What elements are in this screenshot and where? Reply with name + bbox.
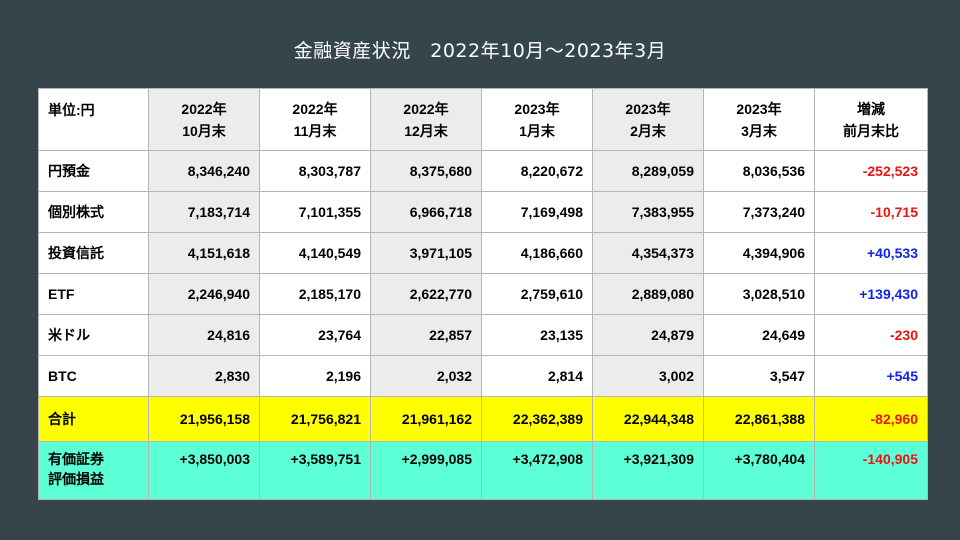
pl-diff-cell: -140,905 — [814, 441, 928, 500]
table-cell: 4,394,906 — [703, 232, 815, 274]
total-label: 合計 — [38, 396, 149, 442]
table-cell: 3,002 — [592, 355, 704, 397]
diff-cell: -252,523 — [814, 150, 928, 192]
table-cell: 7,101,355 — [259, 191, 371, 233]
diff-cell: -230 — [814, 314, 928, 356]
table-cell: 2,032 — [370, 355, 482, 397]
table-cell: 8,220,672 — [481, 150, 593, 192]
column-header: 2023年 1月末 — [481, 88, 593, 151]
diff-cell: +545 — [814, 355, 928, 397]
table-cell: 4,354,373 — [592, 232, 704, 274]
pl-cell: +2,999,085 — [370, 441, 482, 500]
table-cell: 2,889,080 — [592, 273, 704, 315]
table-cell: 3,547 — [703, 355, 815, 397]
column-header: 2022年 10月末 — [148, 88, 260, 151]
pl-cell: +3,850,003 — [148, 441, 260, 500]
table-cell: 8,303,787 — [259, 150, 371, 192]
column-header: 2023年 3月末 — [703, 88, 815, 151]
total-row: 合計 21,956,158 21,756,821 21,961,162 22,3… — [38, 396, 928, 442]
total-cell: 21,756,821 — [259, 396, 371, 442]
header-row: 単位:円 2022年 10月末 2022年 11月末 2022年 12月末 2023年… — [38, 88, 928, 151]
table-cell: 8,036,536 — [703, 150, 815, 192]
total-diff-cell: -82,960 — [814, 396, 928, 442]
table-cell: 2,759,610 — [481, 273, 593, 315]
table-cell: 23,135 — [481, 314, 593, 356]
table-cell: 8,346,240 — [148, 150, 260, 192]
table-row: ETF 2,246,940 2,185,170 2,622,770 2,759,… — [38, 273, 928, 315]
table-cell: 2,830 — [148, 355, 260, 397]
table-cell: 2,185,170 — [259, 273, 371, 315]
total-cell: 21,956,158 — [148, 396, 260, 442]
diff-cell: -10,715 — [814, 191, 928, 233]
table-cell: 6,966,718 — [370, 191, 482, 233]
total-cell: 21,961,162 — [370, 396, 482, 442]
unrealized-pl-row: 有価証券 評価損益 +3,850,003 +3,589,751 +2,999,08… — [38, 441, 928, 500]
pl-cell: +3,472,908 — [481, 441, 593, 500]
pl-cell: +3,921,309 — [592, 441, 704, 500]
row-label: 投資信託 — [38, 232, 149, 274]
total-cell: 22,944,348 — [592, 396, 704, 442]
pl-label: 有価証券 評価損益 — [38, 441, 149, 500]
row-label: 個別株式 — [38, 191, 149, 233]
table-cell: 24,816 — [148, 314, 260, 356]
row-label: 円預金 — [38, 150, 149, 192]
table-cell: 24,879 — [592, 314, 704, 356]
table-cell: 7,183,714 — [148, 191, 260, 233]
table-cell: 2,246,940 — [148, 273, 260, 315]
table-row: BTC 2,830 2,196 2,032 2,814 3,002 3,547 … — [38, 355, 928, 397]
table-cell: 2,814 — [481, 355, 593, 397]
table-cell: 3,971,105 — [370, 232, 482, 274]
row-label: ETF — [38, 273, 149, 315]
pl-cell: +3,780,404 — [703, 441, 815, 500]
table-cell: 4,186,660 — [481, 232, 593, 274]
row-label: BTC — [38, 355, 149, 397]
table-row: 米ドル 24,816 23,764 22,857 23,135 24,879 2… — [38, 314, 928, 356]
row-label: 米ドル — [38, 314, 149, 356]
table-row: 投資信託 4,151,618 4,140,549 3,971,105 4,186… — [38, 232, 928, 274]
asset-table: 単位:円 2022年 10月末 2022年 11月末 2022年 12月末 2023年… — [38, 88, 928, 500]
total-cell: 22,362,389 — [481, 396, 593, 442]
table-cell: 7,169,498 — [481, 191, 593, 233]
table-cell: 23,764 — [259, 314, 371, 356]
diff-cell: +40,533 — [814, 232, 928, 274]
column-header: 2023年 2月末 — [592, 88, 704, 151]
column-header: 2022年 11月末 — [259, 88, 371, 151]
table-row: 個別株式 7,183,714 7,101,355 6,966,718 7,169… — [38, 191, 928, 233]
page-title: 金融資産状況 2022年10月～2023年3月 — [293, 40, 667, 62]
table-cell: 7,383,955 — [592, 191, 704, 233]
table-cell: 8,289,059 — [592, 150, 704, 192]
diff-cell: +139,430 — [814, 273, 928, 315]
table-cell: 2,622,770 — [370, 273, 482, 315]
table-cell: 22,857 — [370, 314, 482, 356]
diff-header: 増減 前月末比 — [814, 88, 928, 151]
total-cell: 22,861,388 — [703, 396, 815, 442]
table-cell: 3,028,510 — [703, 273, 815, 315]
table-cell: 8,375,680 — [370, 150, 482, 192]
table-cell: 4,151,618 — [148, 232, 260, 274]
column-header: 2022年 12月末 — [370, 88, 482, 151]
table-cell: 2,196 — [259, 355, 371, 397]
table-cell: 7,373,240 — [703, 191, 815, 233]
unit-label: 単位:円 — [38, 88, 149, 151]
table-row: 円預金 8,346,240 8,303,787 8,375,680 8,220,… — [38, 150, 928, 192]
table-cell: 4,140,549 — [259, 232, 371, 274]
table-cell: 24,649 — [703, 314, 815, 356]
pl-cell: +3,589,751 — [259, 441, 371, 500]
